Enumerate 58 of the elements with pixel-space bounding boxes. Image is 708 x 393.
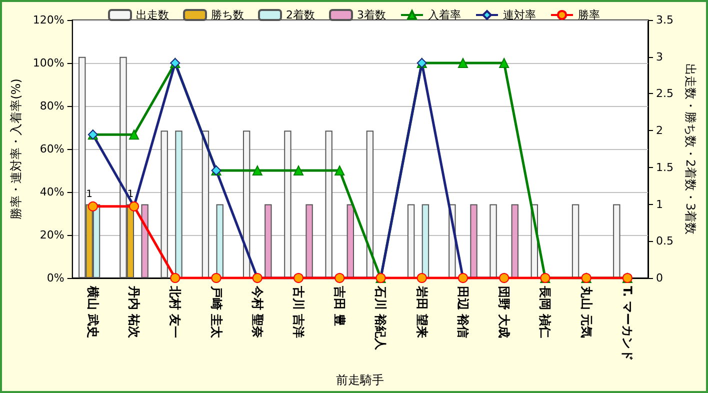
bar — [422, 204, 430, 278]
y-tick-label: 20% — [40, 228, 64, 242]
y-tick-label: 60% — [40, 142, 64, 156]
bar — [470, 204, 478, 278]
y2-tick-label: 3 — [656, 50, 663, 64]
y-axis-title: 勝率・連対率・入着率(%) — [9, 78, 23, 220]
legend-label: 連対率 — [503, 8, 536, 22]
point — [211, 273, 222, 283]
y-tick-label: 100% — [32, 56, 64, 70]
bar — [306, 204, 313, 278]
x-tick-label: 丸山 元気 — [579, 285, 594, 338]
x-tick-label: T. マーカンド — [620, 286, 634, 362]
x-tick-label: 団野 大成 — [497, 286, 512, 338]
x-tick-label: 戸崎 圭太 — [209, 285, 224, 340]
x-tick-label: 石川 裕紀人 — [374, 285, 388, 352]
point — [252, 166, 262, 176]
y2-tick-label: 2 — [656, 124, 663, 138]
data-label: 1 — [86, 188, 92, 200]
y2-tick-label: 1.5 — [656, 160, 674, 174]
legend-label: 入着率 — [428, 8, 461, 22]
y2-tick-label: 0.5 — [656, 234, 674, 248]
point — [458, 58, 468, 68]
y-tick-label: 80% — [40, 100, 64, 112]
point — [334, 166, 345, 176]
legend-label: 出走数 — [136, 8, 169, 22]
point — [88, 201, 98, 212]
x-tick-label: 古川 吉洋 — [291, 285, 306, 338]
bar — [141, 204, 148, 278]
x-axis-title: 前走騎手 — [336, 373, 384, 387]
y2-axis-title: 出走数・勝ち数・2着数・3着数 — [683, 63, 698, 235]
y2-tick-label: 0 — [656, 272, 663, 284]
point — [129, 130, 140, 140]
y2-tick-label: 3.5 — [656, 14, 674, 26]
legend-label: 2着数 — [286, 8, 315, 22]
x-tick-label: 岩田 望来 — [414, 285, 429, 338]
point — [170, 273, 180, 283]
bar — [511, 204, 518, 278]
x-tick-label: 長岡 禎仁 — [538, 285, 552, 338]
x-tick-label: 今村 聖奈 — [250, 285, 264, 340]
bar — [216, 204, 224, 278]
legend-label: 3着数 — [357, 8, 386, 22]
legend-label: 勝率 — [578, 8, 600, 22]
y-tick-label: 40% — [40, 186, 64, 198]
bar — [175, 130, 182, 278]
x-tick-label: 吉田 豊 — [332, 285, 347, 326]
point — [416, 273, 427, 283]
bar — [264, 204, 272, 278]
y2-tick-label: 1 — [656, 198, 663, 211]
point — [293, 166, 304, 176]
y-tick-label: 120% — [32, 14, 64, 26]
x-tick-label: 丹内 祐次 — [127, 285, 142, 340]
x-tick-label: 北村 友一 — [168, 285, 182, 338]
bar — [346, 204, 354, 278]
y-tick-label: 0% — [46, 272, 64, 284]
point — [499, 58, 510, 68]
y2-tick-label: 2.5 — [656, 87, 674, 100]
x-tick-label: 横山 武史 — [86, 285, 100, 338]
x-tick-label: 田辺 裕信 — [456, 286, 470, 338]
